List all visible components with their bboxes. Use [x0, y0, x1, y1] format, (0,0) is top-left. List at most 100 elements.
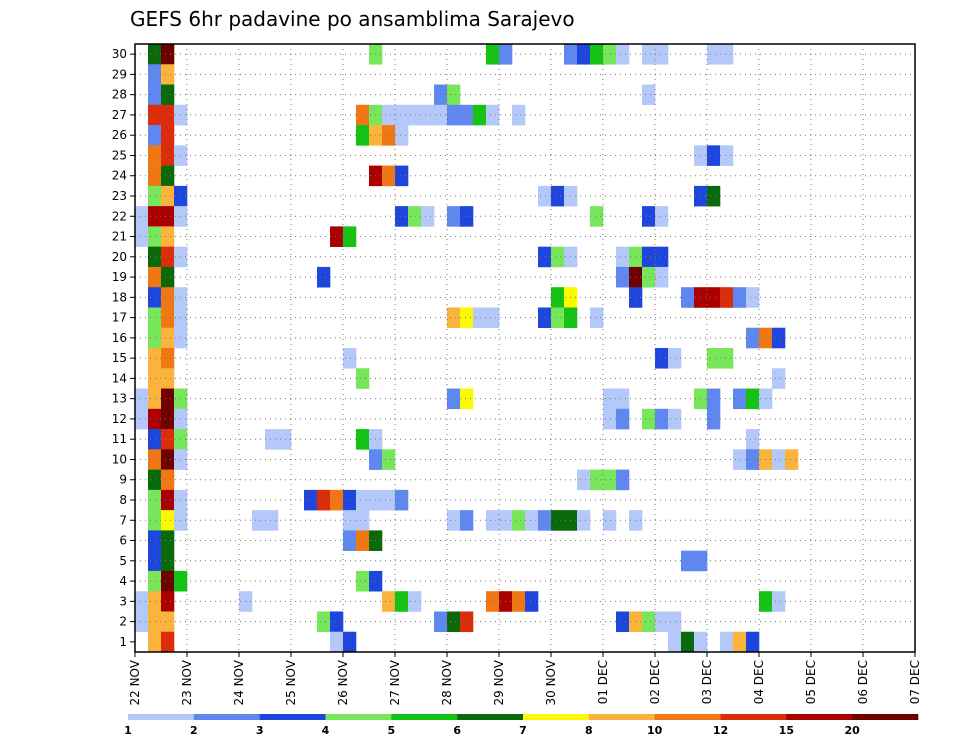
heatmap-cell	[551, 307, 565, 329]
x-tick-label: 28 NOV	[440, 659, 454, 705]
heatmap-cell	[148, 125, 162, 146]
heatmap-cell	[161, 145, 175, 166]
heatmap-cell	[538, 307, 552, 329]
colorbar-label: 15	[779, 724, 794, 737]
heatmap-cell	[148, 185, 162, 207]
heatmap-cell	[551, 287, 565, 308]
heatmap-cell	[330, 226, 344, 247]
heatmap-cell	[772, 449, 786, 470]
y-axis-member-labels: 1234567891011121314151617181920212223242…	[112, 47, 135, 649]
heatmap-cell	[655, 348, 669, 369]
heatmap-cell	[525, 591, 539, 612]
heatmap-cell	[707, 185, 721, 207]
heatmap-cell	[447, 84, 461, 106]
heatmap-cell	[135, 591, 149, 612]
heatmap-cell	[161, 550, 175, 572]
colorbar-swatch	[720, 714, 787, 720]
heatmap-cell	[486, 104, 500, 126]
heatmap-cell	[460, 104, 474, 126]
y-tick-label: 8	[119, 493, 127, 507]
heatmap-cell	[733, 287, 747, 308]
heatmap-cell	[473, 104, 487, 126]
heatmap-cell	[135, 408, 149, 430]
heatmap-cell	[512, 104, 526, 126]
heatmap-cell	[161, 591, 175, 612]
heatmap-cell	[148, 530, 162, 551]
heatmap-cell	[395, 489, 409, 511]
heatmap-cell	[148, 449, 162, 470]
colorbar-label: 12	[713, 724, 728, 737]
heatmap-cell	[642, 611, 656, 633]
heatmap-cell	[148, 611, 162, 633]
x-tick-label: 22 NOV	[128, 659, 142, 705]
heatmap-cell	[161, 388, 175, 410]
heatmap-cell	[148, 64, 162, 85]
heatmap-cell	[772, 368, 786, 389]
y-tick-label: 10	[112, 452, 127, 466]
colorbar-swatch	[325, 714, 392, 720]
x-tick-label: 06 DEC	[856, 660, 870, 704]
heatmap-cell	[148, 206, 162, 227]
heatmap-cell	[161, 348, 175, 369]
heatmap-cell	[161, 489, 175, 511]
heatmap-cell	[720, 287, 734, 308]
heatmap-cell	[551, 185, 565, 207]
heatmap-cell	[135, 611, 149, 633]
heatmap-cell	[330, 489, 344, 511]
heatmap-cell	[148, 246, 162, 268]
heatmap-cell	[148, 266, 162, 288]
y-tick-label: 22	[112, 209, 127, 223]
colorbar-swatch	[457, 714, 524, 720]
y-tick-label: 12	[112, 412, 127, 426]
dotted-grid	[135, 44, 915, 652]
heatmap-cell	[746, 449, 760, 470]
heatmap-cell	[460, 510, 474, 531]
heatmap-cell	[356, 104, 370, 126]
heatmap-cell	[603, 388, 617, 410]
heatmap-cell	[343, 530, 357, 551]
heatmap-cell	[161, 165, 175, 187]
heatmap-cell	[382, 449, 396, 470]
colorbar-label: 6	[453, 724, 461, 737]
heatmap-cell	[733, 631, 747, 653]
heatmap-cell	[135, 226, 149, 247]
heatmap-cell	[460, 388, 474, 410]
heatmap-cell	[473, 307, 487, 329]
heatmap-cell	[616, 408, 630, 430]
heatmap-cell	[447, 104, 461, 126]
x-tick-label: 02 DEC	[648, 660, 662, 704]
heatmap-cell	[161, 307, 175, 329]
heatmap-cell	[447, 388, 461, 410]
heatmap-cell	[252, 510, 266, 531]
heatmap-cell	[356, 489, 370, 511]
heatmap-cell	[681, 550, 695, 572]
colorbar-label: 8	[585, 724, 593, 737]
colorbar-swatch	[588, 714, 655, 720]
y-tick-label: 9	[119, 473, 127, 487]
heatmap-cell	[161, 266, 175, 288]
heatmap-cell	[642, 246, 656, 268]
y-tick-label: 6	[119, 534, 127, 548]
heatmap-cell	[746, 327, 760, 349]
y-tick-label: 19	[112, 270, 127, 284]
heatmap-cell	[148, 591, 162, 612]
chart-title: GEFS 6hr padavine po ansamblima Sarajevo	[130, 7, 575, 31]
heatmap-cell	[655, 408, 669, 430]
heatmap-cell	[356, 125, 370, 146]
heatmap-cell	[161, 246, 175, 268]
heatmap-cell	[642, 44, 656, 65]
heatmap-cell	[148, 550, 162, 572]
heatmap-cell	[681, 287, 695, 308]
heatmap-cell	[395, 104, 409, 126]
heatmap-cell	[655, 44, 669, 65]
heatmap-cell	[317, 611, 331, 633]
x-tick-label: 25 NOV	[284, 659, 298, 705]
heatmap-cell	[616, 246, 630, 268]
heatmap-cell	[343, 489, 357, 511]
heatmap-cell	[148, 510, 162, 531]
y-tick-label: 14	[112, 371, 127, 385]
colorbar-label: 7	[519, 724, 527, 737]
heatmap-cell	[707, 388, 721, 410]
x-tick-label: 27 NOV	[388, 659, 402, 705]
